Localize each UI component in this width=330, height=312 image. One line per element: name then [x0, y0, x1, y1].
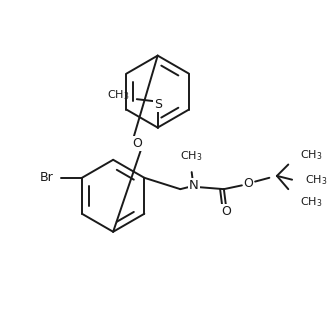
Text: Br: Br — [40, 171, 53, 184]
Text: CH$_3$: CH$_3$ — [300, 196, 322, 209]
Text: CH$_3$: CH$_3$ — [305, 173, 328, 187]
Text: O: O — [244, 177, 253, 190]
Text: CH$_3$: CH$_3$ — [107, 89, 129, 102]
Text: S: S — [154, 98, 162, 111]
Text: N: N — [189, 179, 198, 192]
Text: O: O — [221, 205, 231, 218]
Text: CH$_3$: CH$_3$ — [181, 149, 203, 163]
Text: CH$_3$: CH$_3$ — [300, 148, 322, 162]
Text: O: O — [132, 137, 142, 150]
